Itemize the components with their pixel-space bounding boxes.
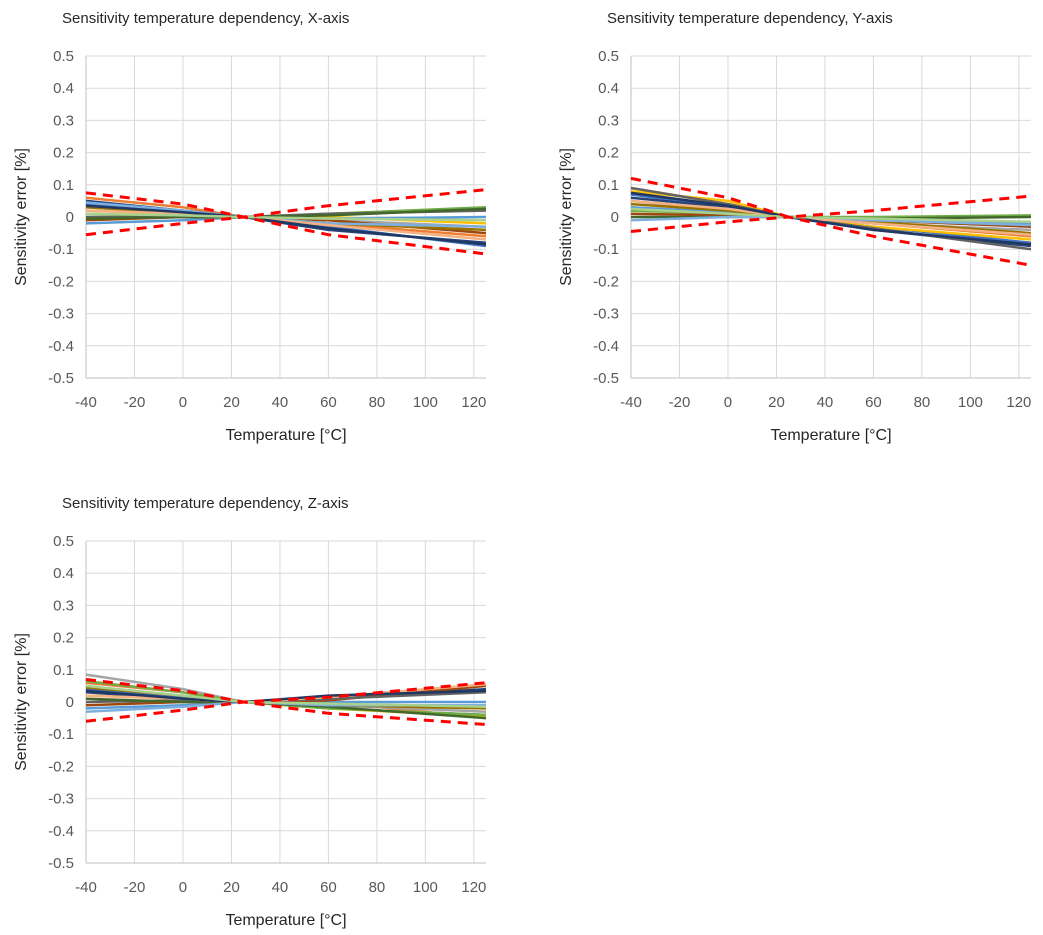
y-tick-label: 0.3 bbox=[53, 112, 74, 129]
x-tick-label: 120 bbox=[1006, 394, 1031, 411]
x-axis-title: Temperature [°C] bbox=[225, 427, 346, 444]
chart-y-axis: Sensitivity temperature dependency, Y-ax… bbox=[545, 0, 1043, 450]
y-tick-label: 0 bbox=[611, 209, 619, 226]
y-tick-label: 0 bbox=[66, 209, 74, 226]
x-tick-label: -40 bbox=[75, 394, 97, 411]
x-tick-label: 80 bbox=[369, 879, 386, 896]
y-tick-label: 0.3 bbox=[53, 597, 74, 614]
chart-svg: Sensitivity temperature dependency, X-ax… bbox=[13, 10, 487, 444]
x-axis-title: Temperature [°C] bbox=[770, 427, 891, 444]
lower-limit-line bbox=[85, 215, 487, 256]
y-tick-label: -0.3 bbox=[48, 306, 74, 323]
y-tick-label: -0.4 bbox=[593, 338, 619, 355]
x-tick-label: 40 bbox=[272, 879, 289, 896]
x-tick-label: 100 bbox=[413, 394, 438, 411]
x-tick-label: -40 bbox=[75, 879, 97, 896]
x-tick-label: 60 bbox=[865, 394, 882, 411]
x-tick-label: 60 bbox=[320, 879, 337, 896]
y-tick-label: 0.5 bbox=[598, 48, 619, 65]
x-tick-label: 60 bbox=[320, 394, 337, 411]
x-tick-label: 40 bbox=[817, 394, 834, 411]
y-tick-label: -0.1 bbox=[48, 726, 74, 743]
x-tick-label: -40 bbox=[620, 394, 642, 411]
y-tick-label: 0.4 bbox=[598, 80, 619, 97]
x-tick-label: 120 bbox=[461, 879, 486, 896]
x-tick-label: 0 bbox=[179, 394, 187, 411]
chart-z-axis: Sensitivity temperature dependency, Z-ax… bbox=[0, 485, 498, 935]
y-tick-label: 0.2 bbox=[598, 145, 619, 162]
chart-svg: Sensitivity temperature dependency, Y-ax… bbox=[558, 10, 1032, 444]
y-tick-label: 0.2 bbox=[53, 630, 74, 647]
y-tick-label: 0.1 bbox=[598, 177, 619, 194]
x-tick-label: 80 bbox=[369, 394, 386, 411]
series-group bbox=[85, 673, 487, 720]
chart-title: Sensitivity temperature dependency, X-ax… bbox=[62, 10, 349, 27]
lower-limit-line bbox=[630, 215, 1032, 267]
x-tick-label: -20 bbox=[669, 394, 691, 411]
y-tick-label: 0.1 bbox=[53, 177, 74, 194]
y-tick-label: 0 bbox=[66, 694, 74, 711]
x-axis-title: Temperature [°C] bbox=[225, 912, 346, 929]
y-axis-title: Sensitivity error [%] bbox=[558, 148, 575, 286]
chart-x-axis: Sensitivity temperature dependency, X-ax… bbox=[0, 0, 498, 450]
x-tick-label: 20 bbox=[223, 879, 240, 896]
x-tick-label: -20 bbox=[124, 394, 146, 411]
y-tick-label: -0.5 bbox=[48, 855, 74, 872]
x-tick-label: 0 bbox=[724, 394, 732, 411]
y-tick-label: -0.1 bbox=[48, 241, 74, 258]
chart-svg: Sensitivity temperature dependency, Z-ax… bbox=[13, 495, 487, 929]
series-group bbox=[85, 196, 487, 248]
series-group bbox=[630, 186, 1032, 251]
x-tick-label: 20 bbox=[768, 394, 785, 411]
chart-title: Sensitivity temperature dependency, Z-ax… bbox=[62, 495, 349, 512]
y-tick-label: -0.4 bbox=[48, 338, 74, 355]
y-axis-title: Sensitivity error [%] bbox=[13, 633, 30, 771]
x-tick-label: 80 bbox=[914, 394, 931, 411]
x-tick-label: 40 bbox=[272, 394, 289, 411]
y-tick-label: 0.3 bbox=[598, 112, 619, 129]
x-tick-label: -20 bbox=[124, 879, 146, 896]
y-tick-label: -0.5 bbox=[48, 370, 74, 387]
y-tick-label: -0.2 bbox=[593, 273, 619, 290]
x-tick-label: 100 bbox=[413, 879, 438, 896]
y-tick-label: -0.1 bbox=[593, 241, 619, 258]
y-tick-label: 0.5 bbox=[53, 533, 74, 550]
y-tick-label: -0.3 bbox=[48, 791, 74, 808]
x-tick-label: 20 bbox=[223, 394, 240, 411]
y-tick-label: 0.5 bbox=[53, 48, 74, 65]
chart-title: Sensitivity temperature dependency, Y-ax… bbox=[607, 10, 893, 27]
y-tick-label: -0.2 bbox=[48, 758, 74, 775]
x-tick-label: 0 bbox=[179, 879, 187, 896]
x-tick-label: 100 bbox=[958, 394, 983, 411]
lower-limit-line bbox=[85, 700, 487, 726]
y-tick-label: -0.4 bbox=[48, 823, 74, 840]
y-tick-label: 0.2 bbox=[53, 145, 74, 162]
y-tick-label: 0.4 bbox=[53, 565, 74, 582]
y-axis-title: Sensitivity error [%] bbox=[13, 148, 30, 286]
y-tick-label: -0.3 bbox=[593, 306, 619, 323]
y-tick-label: 0.4 bbox=[53, 80, 74, 97]
y-tick-label: -0.5 bbox=[593, 370, 619, 387]
y-tick-label: -0.2 bbox=[48, 273, 74, 290]
y-tick-label: 0.1 bbox=[53, 662, 74, 679]
x-tick-label: 120 bbox=[461, 394, 486, 411]
